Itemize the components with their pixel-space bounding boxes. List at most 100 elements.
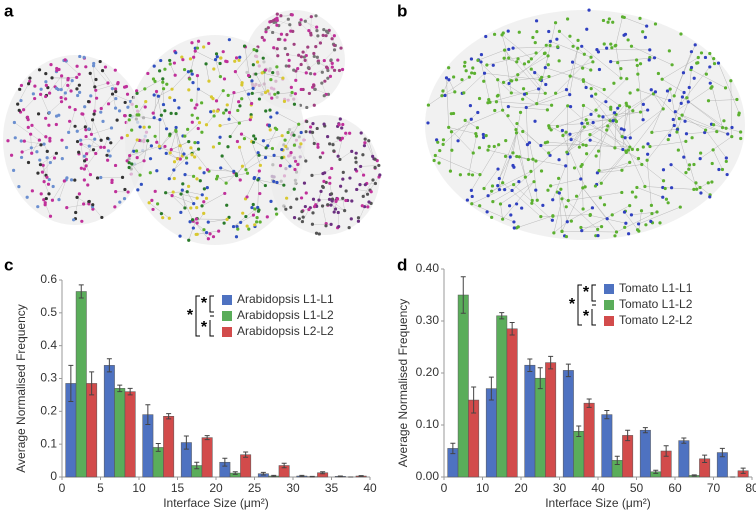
network-node — [441, 142, 445, 146]
network-node — [699, 151, 703, 155]
network-node — [45, 175, 49, 179]
network-node — [602, 87, 606, 92]
network-node — [612, 81, 616, 85]
network-node — [244, 168, 248, 172]
network-node — [217, 141, 221, 146]
network-node — [367, 139, 371, 143]
network-node — [507, 204, 512, 208]
network-node — [59, 88, 63, 92]
network-node — [27, 82, 31, 86]
network-node — [47, 192, 51, 196]
network-node — [371, 178, 375, 182]
network-node — [41, 163, 45, 167]
network-node — [224, 59, 228, 63]
network-edge — [587, 123, 630, 148]
network-node — [476, 110, 480, 115]
network-node — [467, 75, 471, 79]
network-node — [153, 134, 157, 138]
network-node — [164, 151, 168, 155]
network-node — [664, 197, 669, 201]
network-node — [665, 89, 670, 93]
network-node — [479, 60, 483, 64]
network-edge — [94, 82, 109, 88]
network-edge — [599, 164, 642, 171]
network-node — [84, 152, 89, 156]
network-node — [258, 220, 262, 224]
network-node — [671, 117, 675, 122]
network-edge — [491, 171, 532, 192]
network-node — [682, 90, 686, 95]
network-node — [225, 203, 229, 207]
network-node — [75, 64, 79, 68]
network-node — [312, 103, 316, 107]
network-edge — [245, 157, 266, 170]
network-node — [602, 203, 607, 207]
x-tick-label: 30 — [553, 481, 567, 495]
network-node — [607, 17, 611, 21]
error-bar — [309, 475, 315, 478]
network-node — [639, 209, 644, 213]
network-edge — [446, 77, 449, 128]
network-node — [332, 210, 336, 214]
x-tick-label: 40 — [591, 481, 605, 495]
network-node — [22, 108, 26, 112]
network-node — [450, 148, 454, 152]
network-node — [599, 181, 603, 185]
network-node — [312, 205, 317, 209]
network-node — [261, 139, 266, 143]
network-edge — [653, 93, 664, 109]
x-tick-label: 30 — [286, 481, 300, 495]
y-axis-label: Average Normalised Frequency — [396, 299, 410, 468]
network-node — [679, 101, 683, 105]
network-node — [679, 32, 683, 36]
network-node — [303, 204, 307, 209]
network-node — [192, 201, 196, 206]
network-node — [560, 128, 565, 133]
network-node — [484, 134, 488, 138]
network-node — [645, 24, 649, 28]
network-node — [48, 136, 52, 140]
network-node — [301, 50, 305, 54]
network-node — [620, 135, 624, 139]
network-node — [527, 60, 531, 64]
network-edge — [624, 212, 639, 232]
network-node — [250, 91, 254, 95]
network-node — [730, 125, 734, 130]
network-node — [123, 187, 127, 192]
network-edge — [363, 179, 374, 197]
network-node — [44, 196, 48, 201]
network-node — [569, 219, 573, 223]
network-node — [735, 97, 739, 102]
network-edge — [23, 98, 35, 110]
network-node — [580, 121, 584, 125]
network-node — [354, 160, 358, 164]
network-node — [323, 171, 327, 175]
network-node — [253, 207, 257, 211]
network-node — [514, 128, 518, 132]
network-node — [474, 134, 479, 138]
x-tick-label: 50 — [630, 481, 644, 495]
network-node — [292, 102, 297, 106]
network-node — [463, 118, 467, 122]
x-tick-label: 0 — [441, 481, 448, 495]
network-node — [247, 92, 251, 96]
network-node — [551, 198, 555, 202]
network-edge — [236, 152, 259, 174]
network-node — [218, 61, 222, 66]
network-node — [627, 232, 631, 236]
network-node — [227, 117, 231, 121]
network-edge — [228, 92, 235, 120]
network-node — [263, 183, 267, 188]
network-edge — [586, 145, 630, 148]
network-node — [472, 71, 477, 75]
network-node — [507, 56, 511, 60]
y-tick-label: 0.2 — [40, 404, 57, 418]
network-node — [234, 172, 238, 176]
network-edge — [315, 35, 327, 47]
network-node — [179, 192, 183, 196]
network-node — [172, 61, 177, 65]
network-node — [568, 93, 572, 97]
network-node — [233, 70, 238, 74]
network-node — [708, 65, 712, 69]
network-node — [687, 167, 691, 171]
